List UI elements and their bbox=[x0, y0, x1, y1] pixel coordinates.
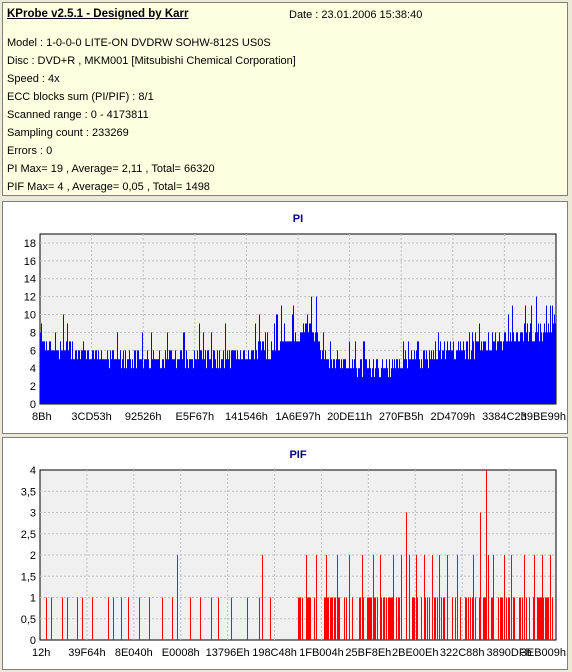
x-tick-label: 92526h bbox=[125, 411, 162, 423]
info-errors: Errors : 0 bbox=[7, 145, 53, 157]
y-tick-label: 4 bbox=[30, 465, 36, 477]
pif-series bbox=[46, 470, 553, 640]
x-tick-label: 12h bbox=[32, 647, 50, 659]
info-panel: KProbe v2.5.1 - Designed by Karr Date : … bbox=[2, 2, 568, 196]
y-tick-label: 16 bbox=[24, 256, 36, 268]
y-tick-label: 0 bbox=[30, 399, 36, 411]
info-pif-summary: PIF Max= 4 , Average= 0,05 , Total= 1498 bbox=[7, 181, 210, 193]
info-speed: Speed : 4x bbox=[7, 73, 60, 85]
info-disc: Disc : DVD+R , MKM001 [Mitsubishi Chemic… bbox=[7, 55, 296, 67]
x-tick-label: 2D4709h bbox=[430, 411, 475, 423]
y-tick-label: 18 bbox=[24, 238, 36, 250]
y-tick-label: 6 bbox=[30, 345, 36, 357]
info-lines: Model : 1-0-0-0 LITE-ON DVDRW SOHW-812S … bbox=[7, 34, 296, 196]
pif-chart: PIF 0 0,5 1 1,5 2 2,5 3 3,5 4 12h 39F64h 8E040h E0008… bbox=[21, 449, 566, 659]
y-tick-label: 14 bbox=[24, 274, 36, 286]
y-tick-label: 4 bbox=[30, 363, 36, 375]
pi-chart: PI 0 2 4 6 8 10 12 14 16 18 8Bh 3CD53h 92526h E5F67h 14… bbox=[24, 213, 566, 423]
x-tick-label: 322C88h bbox=[440, 647, 485, 659]
scan-date: Date : 23.01.2006 15:38:40 bbox=[289, 9, 423, 21]
y-tick-label: 3,5 bbox=[21, 486, 36, 498]
x-tick-label: 39F64h bbox=[68, 647, 105, 659]
pif-chart-panel: PIF 0 0,5 1 1,5 2 2,5 3 3,5 4 12h 39F64h 8E040h E0008… bbox=[2, 437, 568, 670]
x-tick-label: 8Bh bbox=[32, 411, 52, 423]
app-title: KProbe v2.5.1 - Designed by Karr bbox=[7, 8, 189, 20]
x-tick-label: 8E040h bbox=[115, 647, 153, 659]
x-tick-label: 2BE00Eh bbox=[392, 647, 438, 659]
info-model: Model : 1-0-0-0 LITE-ON DVDRW SOHW-812S … bbox=[7, 37, 271, 49]
x-tick-label: E0008h bbox=[162, 647, 200, 659]
info-pi-summary: PI Max= 19 , Average= 2,11 , Total= 6632… bbox=[7, 163, 215, 175]
y-tick-label: 8 bbox=[30, 327, 36, 339]
y-tick-label: 10 bbox=[24, 310, 36, 322]
y-tick-label: 2 bbox=[30, 381, 36, 393]
x-tick-label: 13796Eh bbox=[206, 647, 250, 659]
x-tick-label: 25BF8Eh bbox=[345, 647, 391, 659]
y-tick-label: 1,5 bbox=[21, 571, 36, 583]
pi-chart-panel: PI 0 2 4 6 8 10 12 14 16 18 8Bh 3CD53h 92526h E5F67h 14… bbox=[2, 201, 568, 434]
x-tick-label: 3EB009h bbox=[521, 647, 566, 659]
chart-title: PIF bbox=[289, 449, 306, 461]
x-tick-label: 270FB5h bbox=[379, 411, 424, 423]
y-tick-label: 0,5 bbox=[21, 614, 36, 626]
chart-title: PI bbox=[293, 213, 303, 225]
y-tick-label: 0 bbox=[30, 635, 36, 647]
info-range: Scanned range : 0 - 4173811 bbox=[7, 109, 149, 121]
x-tick-label: 20DE11h bbox=[327, 411, 372, 423]
x-tick-label: 141546h bbox=[225, 411, 268, 423]
x-tick-label: 3384C2h bbox=[482, 411, 527, 423]
info-ecc: ECC blocks sum (PI/PIF) : 8/1 bbox=[7, 91, 154, 103]
x-tick-label: 3CD53h bbox=[71, 411, 111, 423]
y-tick-label: 3 bbox=[30, 508, 36, 520]
y-tick-label: 2,5 bbox=[21, 529, 36, 541]
y-tick-label: 2 bbox=[30, 550, 36, 562]
x-tick-label: E5F67h bbox=[176, 411, 215, 423]
info-sampling: Sampling count : 233269 bbox=[7, 127, 129, 139]
y-tick-label: 12 bbox=[24, 292, 36, 304]
x-tick-label: 3890DFh bbox=[486, 647, 531, 659]
y-tick-label: 1 bbox=[30, 593, 36, 605]
x-tick-label: 1FB004h bbox=[299, 647, 344, 659]
x-tick-label: 1A6E97h bbox=[275, 411, 320, 423]
pi-series bbox=[40, 296, 556, 404]
x-tick-label: 198C48h bbox=[252, 647, 297, 659]
pi-bars bbox=[40, 296, 556, 404]
x-tick-label: 39BE99h bbox=[521, 411, 566, 423]
